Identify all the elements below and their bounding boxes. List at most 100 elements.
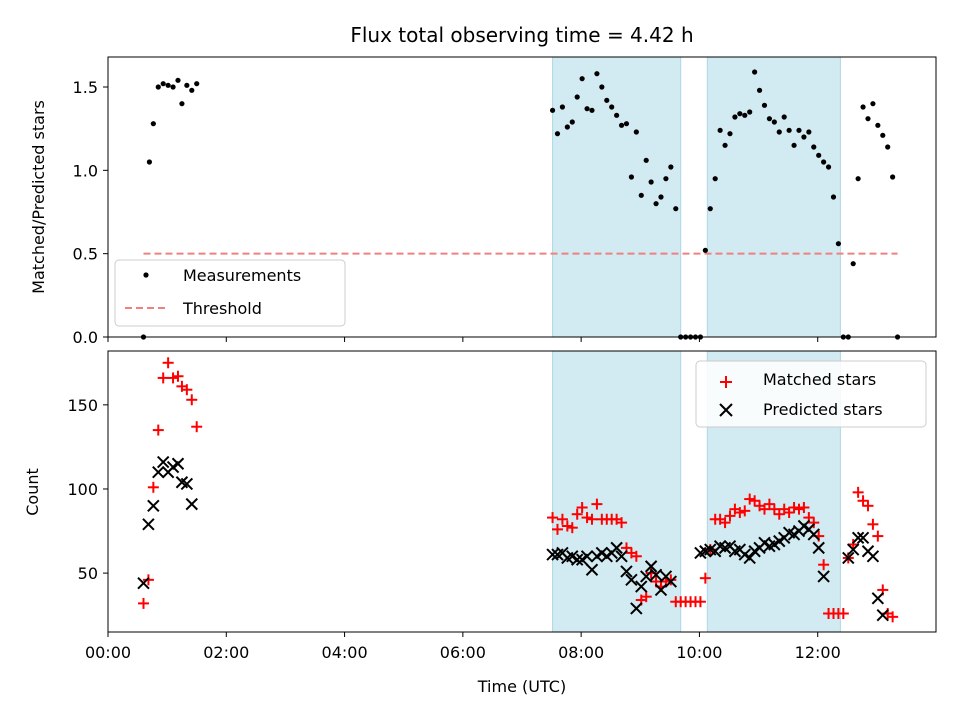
measurement-point [170, 84, 176, 90]
matched-star-point [147, 481, 159, 493]
measurement-point [756, 87, 763, 93]
matched-star-point [576, 501, 588, 513]
matched-star-point [808, 517, 820, 529]
measurement-point [727, 131, 733, 137]
measurement-point [594, 71, 600, 77]
matched-star-point [591, 498, 603, 510]
measurement-point [564, 124, 570, 130]
measurement-point [584, 106, 590, 112]
measurement-point [150, 121, 156, 127]
top-panel: 0.0 0.5 1.0 1.5 Matched/Predicted stars Mea… [29, 56, 937, 347]
matched-star-point [872, 530, 884, 542]
predicted-star-point [635, 580, 648, 593]
measurement-point [880, 132, 886, 138]
predicted-star-point [585, 563, 599, 576]
matched-star-point [191, 421, 203, 433]
x-tick-label: 10:00 [676, 643, 722, 662]
measurement-point [604, 97, 610, 103]
measurement-point [658, 194, 664, 200]
measurement-point [179, 101, 185, 107]
matched-star-point [749, 495, 761, 507]
legend-measurements-marker [143, 272, 149, 278]
matched-star-point [630, 550, 642, 562]
matched-star-point [739, 505, 751, 517]
measurement-point [189, 87, 195, 93]
measurement-point [648, 179, 654, 185]
bottom-y-tick-label: 150 [67, 396, 98, 415]
bottom-panel: 50 100 150 00:00 02:00 04:00 06:00 08:00 10:00 1… [23, 350, 937, 696]
matched-star-point [186, 394, 198, 406]
matched-star-point [758, 503, 770, 515]
predicted-star-point [615, 550, 628, 563]
matched-star-point [837, 607, 849, 619]
matched-star-point [773, 508, 785, 520]
measurement-point [766, 116, 773, 122]
matched-star-point [744, 493, 756, 505]
matched-star-point [768, 503, 780, 515]
matched-star-point [852, 486, 864, 498]
matched-star-point [586, 513, 598, 525]
top-y-axis-label: Matched/Predicted stars [29, 100, 48, 294]
observing-window-shade [552, 350, 682, 633]
measurement-point [559, 104, 566, 110]
measurement-point [614, 112, 620, 118]
predicted-star-point [620, 565, 633, 578]
predicted-star-point [630, 602, 643, 615]
measurement-point [855, 176, 861, 182]
measurement-point [776, 129, 782, 135]
measurement-point [761, 102, 768, 108]
predicted-star-point [817, 570, 830, 583]
measurement-point [623, 121, 630, 127]
matched-star-point [571, 508, 583, 520]
measurement-point [707, 206, 713, 212]
measurement-point [702, 247, 708, 253]
measurement-point [875, 122, 881, 128]
predicted-star-point [654, 583, 668, 597]
matched-star-point [887, 611, 899, 623]
measurement-point [618, 122, 625, 128]
predicted-star-point [147, 499, 160, 513]
observing-window-shade [706, 56, 841, 338]
x-tick-label: 08:00 [558, 643, 604, 662]
predicted-star-point [185, 497, 198, 511]
legend-threshold-label: Threshold [182, 299, 262, 318]
matched-star-point [719, 517, 731, 529]
matched-star-point [793, 503, 805, 515]
measurement-point [737, 111, 743, 117]
top-y-tick-label: 0.0 [73, 328, 98, 347]
x-tick-label: 06:00 [440, 643, 486, 662]
measurement-point [806, 129, 812, 135]
measurement-point [890, 174, 896, 180]
bottom-y-tick-label: 50 [78, 564, 98, 583]
predicted-star-point [639, 570, 653, 583]
top-plot-frame [107, 56, 937, 338]
matched-star-point [783, 507, 795, 519]
matched-star-point [862, 500, 874, 512]
predicted-star-point [180, 477, 194, 491]
matched-star-point [724, 510, 736, 522]
measurement-point [643, 157, 649, 163]
measurement-point [786, 127, 792, 133]
measurement-point [717, 127, 723, 133]
measurement-point [554, 131, 561, 137]
measurement-point [579, 76, 585, 82]
predicted-star-point [546, 548, 559, 561]
matched-star-point [694, 596, 706, 608]
legend-matched-label: Matched stars [763, 370, 876, 389]
matched-star-point [857, 495, 869, 507]
measurement-point [663, 176, 669, 182]
predicted-star-point [171, 457, 185, 470]
predicted-star-point [743, 551, 756, 565]
x-tick-label: 12:00 [795, 643, 841, 662]
predicted-star-point [871, 592, 885, 605]
matched-star-point [734, 507, 746, 519]
predicted-star-point [664, 575, 678, 588]
x-axis-label: Time (UTC) [477, 677, 566, 696]
measurement-point [599, 84, 605, 90]
measurement-point [712, 176, 718, 182]
predicted-star-point [842, 551, 855, 565]
measurement-point [194, 81, 200, 87]
measurement-point [633, 129, 639, 135]
measurement-point [628, 174, 635, 180]
matched-star-point [581, 512, 593, 524]
